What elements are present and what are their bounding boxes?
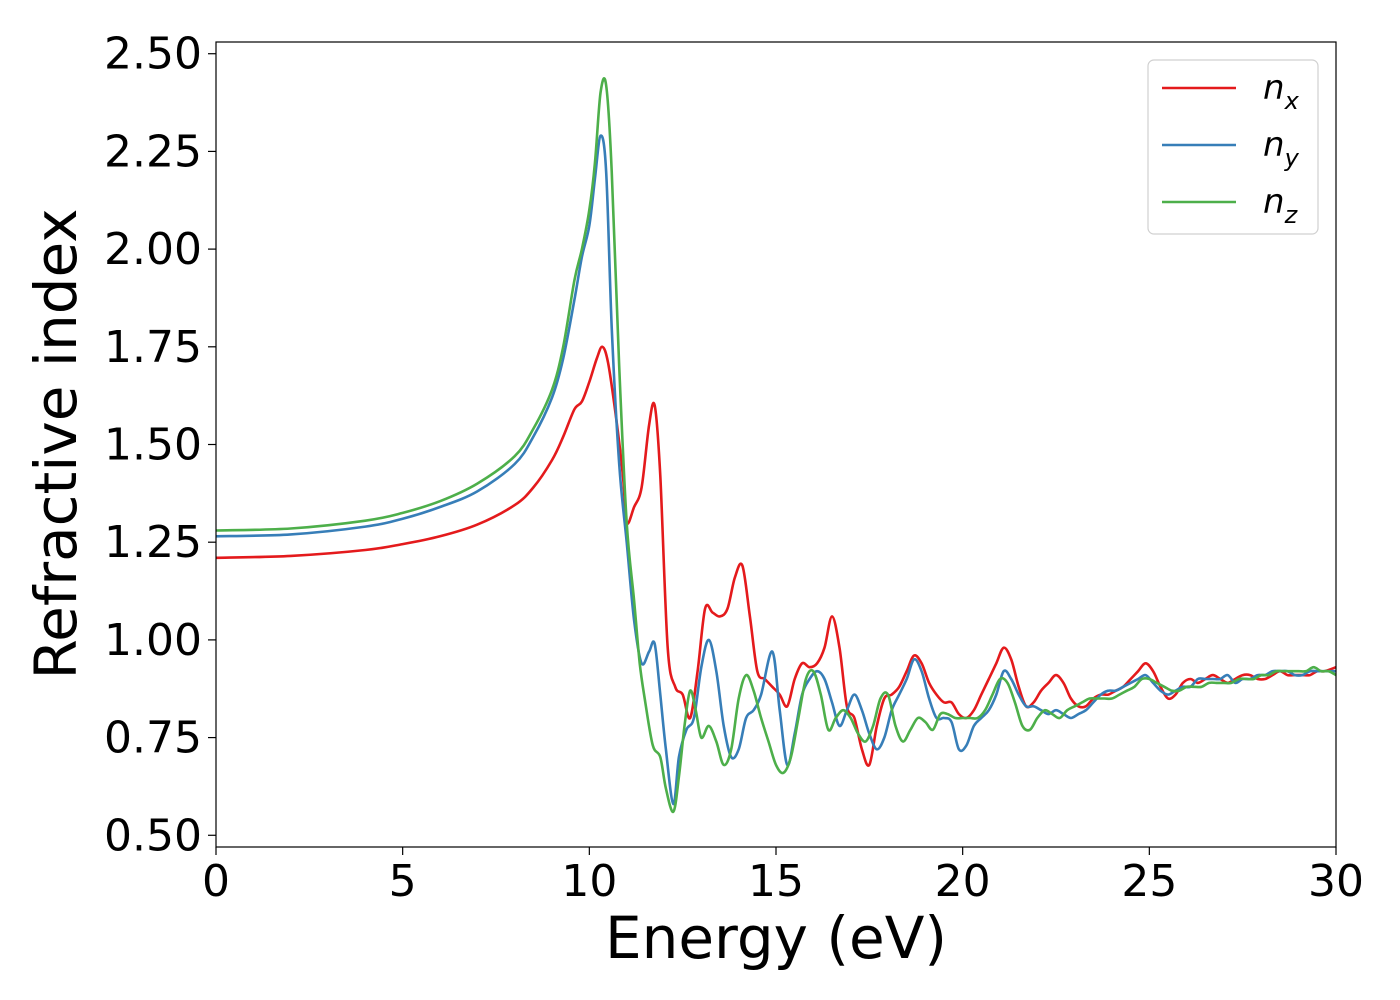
- series-line-x: [215, 345, 1337, 767]
- legend-label-base: n: [1263, 68, 1285, 108]
- y-tick-label: 0.75: [104, 713, 202, 764]
- x-tick-label: 0: [202, 856, 230, 907]
- x-axis-title: Energy (eV): [605, 904, 947, 972]
- y-axis: 0.50 0.75 1.00 1.25 1.50 1.75 2.00 2.25 2.50: [104, 29, 216, 861]
- legend-box: [1147, 59, 1319, 235]
- y-tick-label: 1.50: [104, 420, 202, 471]
- x-tick-label: 30: [1308, 856, 1364, 907]
- legend-label-base: n: [1263, 125, 1285, 165]
- legend-label-base: n: [1263, 182, 1285, 222]
- y-tick-label: 2.25: [104, 126, 202, 177]
- series-line-z: [215, 77, 1337, 814]
- x-tick-label: 25: [1121, 856, 1177, 907]
- y-axis-title: Refractive index: [22, 208, 90, 679]
- legend-label-subscript: x: [1284, 87, 1300, 115]
- x-tick-label: 5: [389, 856, 417, 907]
- legend-label-y: ny: [1263, 125, 1300, 172]
- y-tick-label: 1.75: [104, 322, 202, 373]
- y-tick-label: 1.25: [104, 517, 202, 568]
- legend-label-z: nz: [1263, 182, 1299, 229]
- y-tick-label: 1.00: [104, 615, 202, 666]
- x-tick-label: 10: [561, 856, 617, 907]
- x-axis: 0 5 10 15 20 25 30: [202, 847, 1364, 907]
- legend-label-subscript: z: [1284, 201, 1299, 229]
- x-tick-label: 15: [748, 856, 804, 907]
- y-tick-label: 2.50: [104, 29, 202, 80]
- legend-label-x: nx: [1263, 68, 1300, 115]
- y-tick-label: 2.00: [104, 224, 202, 275]
- series-layer: [215, 77, 1337, 814]
- x-tick-label: 20: [935, 856, 991, 907]
- y-tick-label: 0.50: [104, 810, 202, 861]
- legend-label-subscript: y: [1284, 144, 1300, 172]
